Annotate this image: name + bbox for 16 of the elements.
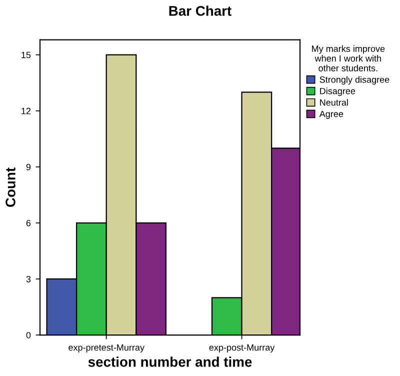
y-tick-label: 3 — [26, 276, 31, 282]
y-axis-title: Count — [6, 168, 16, 207]
y-tick-label: 6 — [26, 220, 31, 226]
legend-label: Strongly disagree — [320, 76, 390, 85]
x-tick-label: exp-post-Murray — [209, 344, 275, 352]
y-tick-label: 12 — [22, 108, 31, 114]
y-tick-label: 15 — [22, 52, 31, 58]
x-axis-title: section number and time — [88, 356, 252, 367]
y-tick-label: 0 — [26, 332, 31, 338]
x-tick-label: exp-pretest-Murray — [68, 344, 144, 352]
legend-label: Disagree — [320, 88, 356, 96]
legend-label: Neutral — [320, 99, 348, 106]
legend-label: Agree — [319, 110, 344, 119]
legend-title: My marks improve when I work with other students. — [312, 45, 385, 72]
chart-title: Bar Chart — [169, 6, 232, 16]
y-tick-label: 9 — [26, 164, 31, 170]
